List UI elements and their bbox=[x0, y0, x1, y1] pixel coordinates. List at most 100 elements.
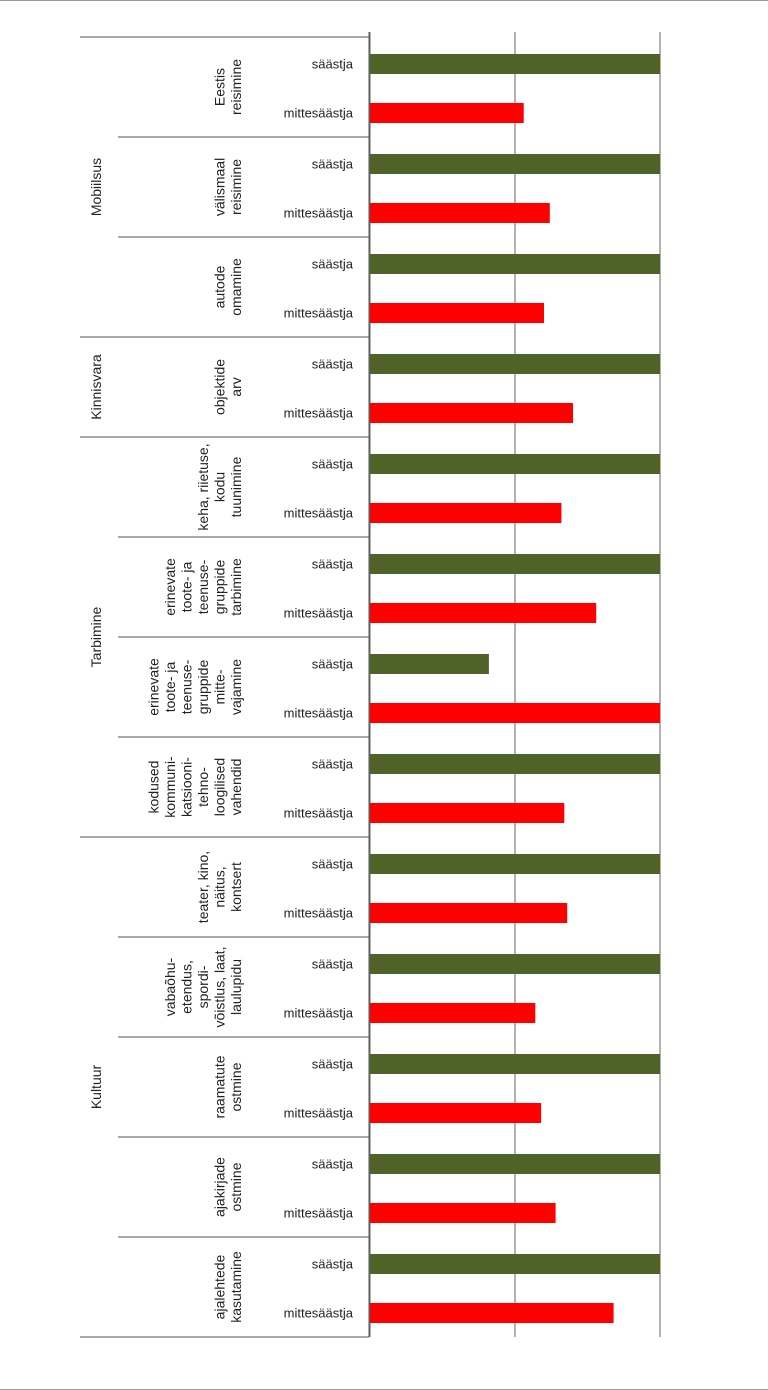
category-label-line: toote- ja bbox=[162, 661, 178, 712]
category-label: erinevatetoote- jateenuse-gruppidetarbim… bbox=[162, 558, 244, 616]
category-label-line: omamine bbox=[228, 258, 244, 316]
bar-saastja bbox=[370, 1154, 660, 1174]
bar-saastja bbox=[370, 354, 660, 374]
category-label-line: laulupidu bbox=[228, 959, 244, 1015]
category-label-line: katsiooni- bbox=[179, 757, 195, 817]
group-label: Tarbimine bbox=[88, 606, 104, 667]
bar-mittesaastja bbox=[370, 503, 562, 523]
category-label: autodeomamine bbox=[212, 258, 245, 316]
category-label-line: vajamine bbox=[228, 659, 244, 715]
bar-saastja bbox=[370, 554, 660, 574]
series-tick-label: mittesäästja bbox=[284, 906, 354, 921]
series-tick-label: säästja bbox=[312, 957, 354, 972]
category-label-line: teater, kino, bbox=[195, 851, 211, 923]
category-label-line: ajalehtede bbox=[212, 1254, 228, 1319]
category-label: vabaõhu-etendus,spordi-võistlus, laat,la… bbox=[162, 947, 244, 1028]
category-label: raamatuteostmine bbox=[212, 1055, 245, 1118]
category-label-line: näitus, bbox=[212, 866, 228, 907]
series-tick-label: säästja bbox=[312, 557, 354, 572]
category-label-line: kontsert bbox=[228, 862, 244, 912]
category-label: ajakirjadeostmine bbox=[212, 1157, 245, 1217]
series-tick-label: mittesäästja bbox=[284, 1206, 354, 1221]
category-label-line: reisimine bbox=[228, 159, 244, 215]
category-label-line: kommuni- bbox=[162, 756, 178, 818]
category-label-line: etendus, bbox=[179, 960, 195, 1014]
grid-layer bbox=[369, 32, 661, 1337]
category-label: kodusedkommuni-katsiooni-tehno-loogilise… bbox=[146, 756, 245, 818]
category-label-line: võistlus, laat, bbox=[212, 947, 228, 1028]
category-label-line: keha, riietuse, bbox=[195, 443, 211, 530]
category-label-line: kodused bbox=[146, 761, 162, 814]
series-tick-label: mittesäästja bbox=[284, 506, 354, 521]
category-label-line: vabaõhu- bbox=[162, 957, 178, 1016]
series-tick-label: mittesäästja bbox=[284, 406, 354, 421]
bar-mittesaastja bbox=[370, 1103, 542, 1123]
category-label: objektidearv bbox=[212, 359, 245, 415]
bar-saastja bbox=[370, 454, 660, 474]
bar-saastja bbox=[370, 654, 489, 674]
category-label: keha, riietuse,kodutuunimine bbox=[195, 443, 244, 530]
bar-mittesaastja bbox=[370, 203, 550, 223]
bar-mittesaastja bbox=[370, 403, 573, 423]
series-tick-label: säästja bbox=[312, 457, 354, 472]
category-label-line: välismaal bbox=[212, 158, 228, 216]
bar-mittesaastja bbox=[370, 103, 524, 123]
category-label-line: ajakirjade bbox=[212, 1157, 228, 1217]
bar-mittesaastja bbox=[370, 303, 544, 323]
category-label-line: raamatute bbox=[212, 1055, 228, 1118]
category-label-line: ostmine bbox=[228, 1162, 244, 1211]
category-label: ajalehtedekasutamine bbox=[212, 1251, 245, 1323]
bar-saastja bbox=[370, 754, 660, 774]
series-tick-label: säästja bbox=[312, 257, 354, 272]
category-label-line: autode bbox=[212, 265, 228, 308]
bar-saastja bbox=[370, 954, 660, 974]
bar-mittesaastja bbox=[370, 603, 597, 623]
bar-saastja bbox=[370, 854, 660, 874]
series-tick-label: säästja bbox=[312, 357, 354, 372]
category-label-line: loogilised bbox=[212, 758, 228, 816]
series-tick-label: säästja bbox=[312, 757, 354, 772]
series-tick-label: mittesäästja bbox=[284, 1106, 354, 1121]
bar-saastja bbox=[370, 254, 660, 274]
category-label: erinevatetoote- jateenuse-gruppidemitte-… bbox=[146, 658, 245, 716]
category-label-line: teenuse- bbox=[195, 559, 211, 614]
series-tick-label: säästja bbox=[312, 1157, 354, 1172]
bar-mittesaastja bbox=[370, 803, 565, 823]
series-tick-label: säästja bbox=[312, 157, 354, 172]
category-label-line: vahendid bbox=[228, 759, 244, 816]
category-label-line: gruppide bbox=[212, 560, 228, 615]
bar-mittesaastja bbox=[370, 1203, 556, 1223]
category-label-line: arv bbox=[228, 377, 244, 396]
bar-mittesaastja bbox=[370, 903, 568, 923]
series-tick-label: säästja bbox=[312, 657, 354, 672]
category-label-line: kodu bbox=[212, 472, 228, 502]
group-label: Kinnisvara bbox=[88, 354, 104, 420]
category-label-line: reisimine bbox=[228, 59, 244, 115]
series-tick-label: mittesäästja bbox=[284, 106, 354, 121]
category-label-line: kasutamine bbox=[228, 1251, 244, 1323]
bar-mittesaastja bbox=[370, 1003, 536, 1023]
category-label-line: Eestis bbox=[212, 68, 228, 106]
bar-mittesaastja bbox=[370, 1303, 614, 1323]
bar-saastja bbox=[370, 154, 660, 174]
series-tick-label: mittesäästja bbox=[284, 1006, 354, 1021]
category-label-line: tuunimine bbox=[228, 456, 244, 517]
group-label: Mobiilsus bbox=[88, 158, 104, 216]
bar-saastja bbox=[370, 1054, 660, 1074]
bar-saastja bbox=[370, 1254, 660, 1274]
category-label-line: teenuse- bbox=[179, 659, 195, 714]
category-label-line: erinevate bbox=[162, 558, 178, 616]
series-tick-label: säästja bbox=[312, 1057, 354, 1072]
category-label-line: spordi- bbox=[195, 965, 211, 1008]
bar-saastja bbox=[370, 54, 660, 74]
series-tick-label: mittesäästja bbox=[284, 706, 354, 721]
category-label-line: tarbimine bbox=[228, 558, 244, 616]
series-tick-label: mittesäästja bbox=[284, 606, 354, 621]
label-layer: Mobiilsus Kinnisvara Tarbimine Kultuur sääst… bbox=[88, 57, 354, 1323]
category-label-line: erinevate bbox=[146, 658, 162, 716]
series-tick-label: mittesäästja bbox=[284, 306, 354, 321]
category-label-line: tehno- bbox=[195, 767, 211, 807]
category-label: teater, kino,näitus,kontsert bbox=[195, 851, 244, 923]
series-tick-label: säästja bbox=[312, 57, 354, 72]
